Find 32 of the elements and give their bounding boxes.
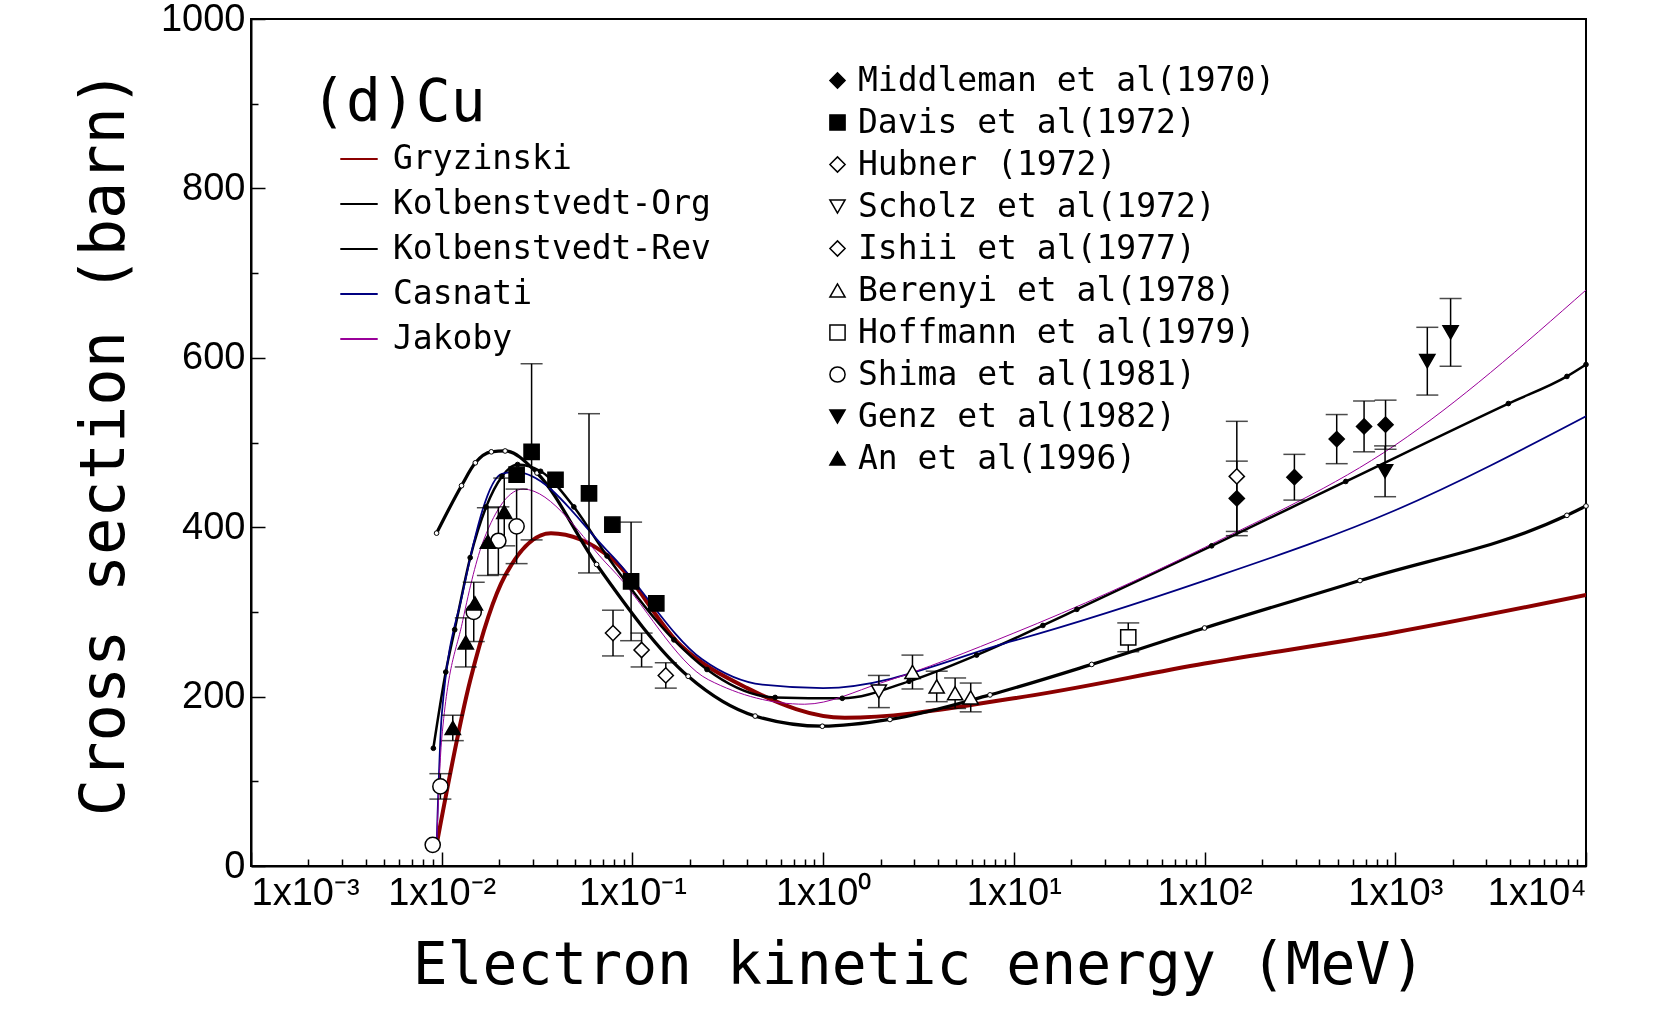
legend-label: Hoffmann et al(1979) bbox=[858, 311, 1256, 351]
x-tick-label: 1x10⁻² bbox=[388, 870, 497, 913]
x-tick-label: 1x10⁻³ bbox=[251, 870, 360, 913]
legend-label: An et al(1996) bbox=[858, 437, 1137, 477]
y-tick-label: 200 bbox=[182, 674, 246, 717]
x-tick-label: 1x10⁻¹ bbox=[578, 870, 687, 913]
legend-label: Berenyi et al(1978) bbox=[858, 269, 1236, 309]
x-tick-label: 1x10⁴ bbox=[1487, 870, 1587, 913]
legend-label: Davis et al(1972) bbox=[858, 101, 1196, 141]
x-tick-label: 1x10³ bbox=[1348, 870, 1444, 913]
legend-label: Scholz et al(1972) bbox=[858, 185, 1216, 225]
y-tick-label: 600 bbox=[182, 335, 246, 378]
y-tick-label: 1000 bbox=[160, 0, 246, 39]
legend-label: Hubner (1972) bbox=[858, 143, 1117, 183]
y-tick-label: 400 bbox=[182, 504, 246, 547]
annotation: (d)Cu bbox=[311, 67, 486, 135]
legend-label: Shima et al(1981) bbox=[858, 353, 1196, 393]
x-tick-label: 1x10⁰ bbox=[775, 870, 872, 913]
x-tick-label: 1x10¹ bbox=[966, 870, 1062, 913]
x-tick-label: 1x10² bbox=[1157, 870, 1253, 913]
x-axis-title: Electron kinetic energy (MeV) bbox=[412, 929, 1426, 998]
legend-label: Gryzinski bbox=[393, 138, 572, 177]
legend-label: Genz et al(1982) bbox=[858, 395, 1176, 435]
legend-label: Ishii et al(1977) bbox=[858, 227, 1196, 267]
legend-label: Casnati bbox=[393, 273, 533, 312]
legend-label: Middleman et al(1970) bbox=[858, 59, 1276, 99]
y-axis-title: Cross section (barn) bbox=[65, 69, 139, 817]
legend-label: Kolbenstvedt-Rev bbox=[393, 228, 711, 267]
legend-label: Kolbenstvedt-Org bbox=[393, 183, 711, 222]
y-tick-label: 800 bbox=[182, 165, 246, 208]
legend-label: Jakoby bbox=[393, 318, 513, 357]
y-tick-label: 0 bbox=[224, 843, 246, 886]
